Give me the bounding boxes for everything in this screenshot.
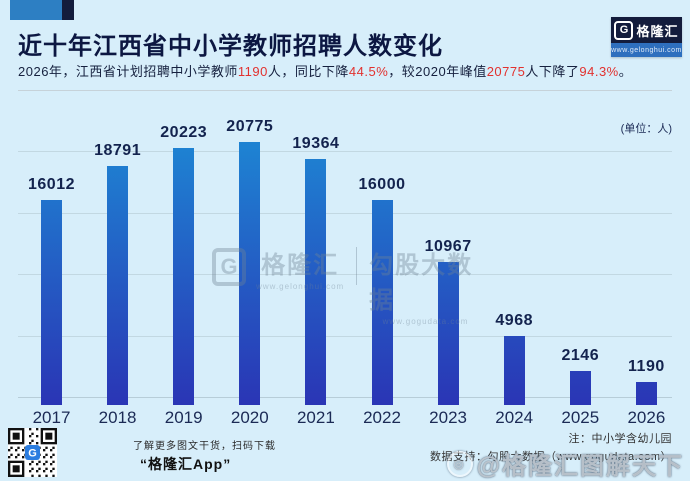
value-label-2022: 16000: [358, 176, 406, 194]
value-label-2025: 2146: [561, 346, 600, 364]
subtitle-highlight: 20775: [486, 64, 526, 79]
footer-note: 注：中小学含幼儿园: [568, 433, 672, 445]
subtitle-highlight: 44.5%: [348, 64, 389, 79]
gridline-20000: [18, 151, 672, 153]
year-label-2020: 2020: [230, 408, 269, 427]
bar-2018: [107, 165, 129, 405]
bar-2025: [569, 370, 591, 405]
bar-2023: [437, 262, 459, 405]
year-label-2026: 2026: [627, 408, 666, 427]
decor-blue-rect: [10, 0, 62, 20]
subtitle-highlight: 94.3%: [579, 64, 619, 79]
year-label-2022: 2022: [363, 408, 401, 427]
value-label-2018: 18791: [94, 141, 142, 159]
bar-2022: [371, 200, 393, 405]
subtitle: 2026年，江西省计划招聘中小学教师1190人，同比下降44.5%，较2020年…: [18, 61, 638, 80]
value-label-2020: 20775: [226, 117, 274, 135]
subtitle-text: 人下降了: [525, 64, 580, 79]
bar-2021: [305, 158, 327, 405]
year-label-2017: 2017: [32, 408, 71, 427]
value-label-2019: 20223: [160, 124, 208, 142]
value-label-2026: 1190: [628, 358, 665, 376]
bar-2024: [503, 335, 525, 405]
bar-2026: [635, 382, 657, 405]
gelonghui-brand-text: 格隆汇: [636, 23, 679, 39]
svg-text:G: G: [28, 448, 37, 460]
qr-caption-line1: 了解更多图文干货，扫码下载: [133, 441, 276, 452]
header-separator: [18, 90, 672, 91]
year-label-2019: 2019: [164, 408, 203, 427]
subtitle-text: 人，同比下降: [267, 64, 349, 79]
bar-2020: [239, 141, 261, 405]
qr-code: G: [8, 428, 57, 477]
footer-data-support: 数据支持：勾股大数据（www.gogudata.com）: [430, 451, 672, 463]
gelonghui-logo-top: G 格隆汇: [611, 17, 682, 43]
decor-navy-rect: [62, 0, 74, 20]
qr-caption-line2: “格隆汇App”: [140, 456, 232, 472]
subtitle-text: 。: [618, 64, 633, 79]
unit-label: (单位：人): [620, 123, 672, 135]
value-label-2024: 4968: [495, 311, 533, 329]
plot-area: 16012 2017 18791 2018 20223 2019 20775 2020 1936…: [0, 118, 690, 427]
year-label-2023: 2023: [429, 408, 467, 427]
year-label-2025: 2025: [561, 408, 600, 427]
subtitle-text: ，较2020年峰值: [388, 64, 487, 79]
subtitle-text: 2026年，江西省计划招聘中小学教师: [18, 64, 238, 79]
page-title: 近十年江西省中小学教师招聘人数变化: [18, 33, 443, 60]
bar-2019: [173, 148, 195, 405]
gridline-15000: [18, 212, 672, 214]
gelonghui-url: www.gelonghui.com: [611, 46, 682, 54]
bar-2017: [41, 200, 62, 405]
subtitle-highlight: 1190: [237, 64, 268, 79]
year-label-2018: 2018: [98, 408, 137, 427]
value-label-2023: 10967: [424, 238, 472, 256]
year-label-2024: 2024: [495, 408, 534, 427]
gelonghui-logo: G 格隆汇 www.gelonghui.com: [611, 17, 682, 57]
value-label-2021: 19364: [292, 134, 340, 152]
year-label-2021: 2021: [296, 408, 335, 427]
gridline-5000: [18, 335, 672, 337]
gelonghui-logo-strip: www.gelonghui.com: [611, 43, 682, 57]
x-axis-line: [18, 397, 672, 398]
value-label-2017: 16012: [28, 176, 75, 194]
gridline-10000: [18, 274, 672, 276]
gelonghui-g-icon: G: [614, 20, 634, 40]
